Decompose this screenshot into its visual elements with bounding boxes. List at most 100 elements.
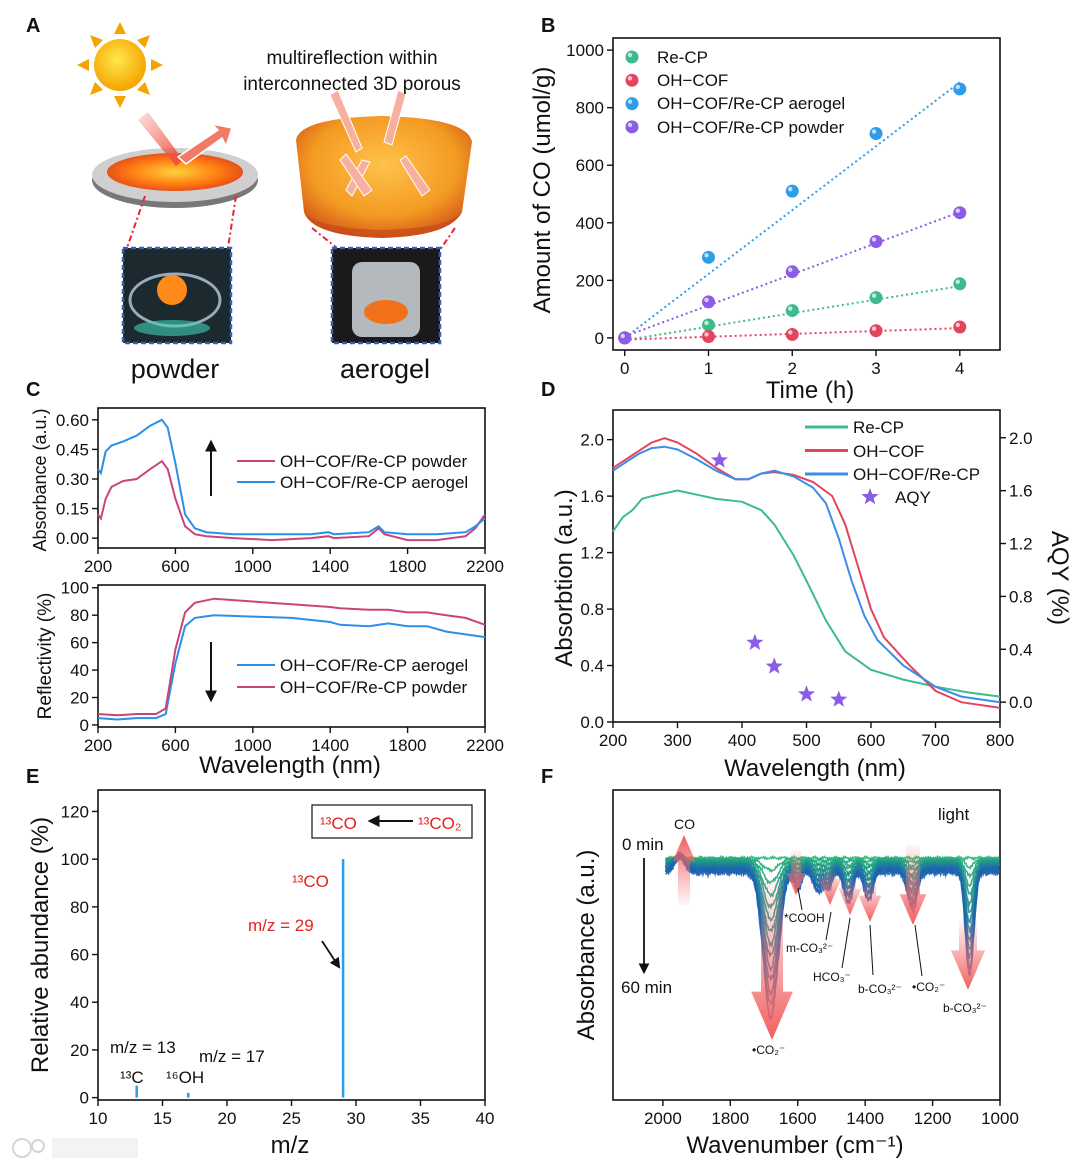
series-line bbox=[612, 445, 1001, 704]
data-point-highlight bbox=[704, 320, 709, 326]
data-point-highlight bbox=[955, 322, 960, 328]
c-bottom-legend-powder: OH−COF/Re-CP powder bbox=[280, 678, 468, 697]
e-peak-29-mz: m/z = 29 bbox=[248, 916, 314, 935]
x-tick-label: 0 bbox=[620, 359, 629, 378]
f-band-b-co3-b: b-CO₃²⁻ bbox=[943, 1001, 987, 1015]
axes-E: 10 15 20 25 30 35 40 0 20 40 60 80 100 120 bbox=[61, 789, 494, 1128]
x-tick-label: 1000 bbox=[981, 1109, 1019, 1128]
x-tick-label: 1000 bbox=[234, 736, 272, 755]
d-legend-oh-cof-re-cp: OH−COF/Re-CP bbox=[853, 465, 980, 484]
watermark-logo bbox=[12, 1138, 138, 1158]
axes-C-bottom: 200 600 1000 1400 1800 2200 0 20 40 60 80 100 bbox=[61, 579, 504, 755]
y-tick-label: 0.0 bbox=[580, 713, 604, 732]
y-tick-label: 0.15 bbox=[56, 500, 89, 519]
x-tick-label: 1600 bbox=[779, 1109, 817, 1128]
x-tick-label: 2000 bbox=[644, 1109, 682, 1128]
y-tick-label: 0 bbox=[595, 329, 604, 348]
data-point bbox=[618, 331, 632, 345]
e-y-axis-label: Relative abundance (%) bbox=[27, 817, 54, 1073]
data-point bbox=[869, 324, 883, 338]
x-tick-label: 600 bbox=[161, 736, 189, 755]
data-point bbox=[953, 82, 967, 96]
data-point bbox=[953, 277, 967, 291]
legend-marker bbox=[625, 73, 639, 87]
data-point bbox=[701, 250, 715, 264]
y-tick-label: 400 bbox=[576, 214, 604, 233]
d-x-axis-label: Wavelength (nm) bbox=[724, 755, 906, 782]
d-legend-re-cp: Re-CP bbox=[853, 418, 904, 437]
legend-star bbox=[861, 488, 879, 505]
e-inset-reactant: ¹³CO₂ bbox=[418, 814, 461, 833]
x-tick-label: 25 bbox=[282, 1109, 301, 1128]
y-tick-label: 2.0 bbox=[580, 431, 604, 450]
series-line bbox=[97, 459, 486, 542]
x-tick-label: 15 bbox=[153, 1109, 172, 1128]
x-tick-label: 20 bbox=[218, 1109, 237, 1128]
band-down-arrow bbox=[786, 850, 806, 895]
f-leader-lines bbox=[797, 887, 923, 977]
data-point-highlight bbox=[871, 237, 877, 242]
e-inset-box bbox=[311, 804, 473, 839]
y2-tick-label: 2.0 bbox=[1009, 429, 1033, 448]
data-point bbox=[869, 127, 883, 141]
x-tick-label: 30 bbox=[347, 1109, 366, 1128]
x-tick-label: 800 bbox=[986, 731, 1014, 750]
x-tick-label: 600 bbox=[857, 731, 885, 750]
y2-tick-label: 1.2 bbox=[1009, 535, 1033, 554]
data-point bbox=[785, 184, 799, 198]
c-top-legend-powder: OH−COF/Re-CP powder bbox=[280, 452, 468, 471]
e-x-axis-label: m/z bbox=[271, 1132, 310, 1159]
data-point-highlight bbox=[871, 293, 877, 298]
plot-frame bbox=[97, 584, 486, 728]
axes-D: 200 300 400 500 600 700 800 0.0 0.4 0.8 1.2 1.6 2.0 0… bbox=[580, 409, 1033, 750]
panel-label-e: E bbox=[26, 766, 39, 788]
data-point-highlight bbox=[788, 267, 793, 272]
data-point-highlight bbox=[704, 253, 709, 258]
aerogel-label: aerogel bbox=[340, 354, 430, 384]
aqy-star bbox=[710, 451, 728, 468]
c-top-legend-aerogel: OH−COF/Re-CP aerogel bbox=[280, 473, 468, 492]
e-peak-29-arrow bbox=[321, 940, 341, 969]
y-tick-label: 0.45 bbox=[56, 440, 89, 459]
e-peak-13-species: ¹³C bbox=[120, 1068, 144, 1087]
x-tick-label: 35 bbox=[411, 1109, 430, 1128]
plot-frame bbox=[612, 37, 1001, 351]
band-down-arrow bbox=[818, 870, 842, 905]
panel-label-b: B bbox=[541, 15, 555, 37]
e-peak-17-species: ¹⁶OH bbox=[166, 1068, 204, 1087]
band-down-arrow bbox=[858, 880, 882, 922]
d-y2-axis-label: AQY (%) bbox=[1046, 531, 1073, 625]
x-tick-label: 200 bbox=[84, 736, 112, 755]
legend-marker-highlight bbox=[627, 76, 633, 81]
data-point-highlight bbox=[704, 332, 709, 337]
legend-marker bbox=[625, 120, 639, 134]
e-inset-product: ¹³CO bbox=[320, 814, 357, 833]
e-peak-17-mz: m/z = 17 bbox=[199, 1047, 265, 1066]
data-point-highlight bbox=[620, 333, 625, 339]
x-tick-label: 1200 bbox=[914, 1109, 952, 1128]
legend-label-powder: OH−COF/Re-CP powder bbox=[657, 118, 845, 137]
data-point-highlight bbox=[955, 84, 960, 90]
band-down-arrow bbox=[838, 880, 862, 915]
f-band-co: CO bbox=[674, 816, 695, 832]
x-tick-label: 200 bbox=[599, 731, 627, 750]
c-x-axis-label: Wavelength (nm) bbox=[199, 752, 381, 779]
x-tick-label: 1800 bbox=[711, 1109, 749, 1128]
data-point bbox=[785, 327, 799, 341]
x-tick-label: 2 bbox=[788, 359, 797, 378]
x-tick-label: 2200 bbox=[466, 557, 504, 576]
data-point bbox=[701, 329, 715, 343]
legend-label-aerogel: OH−COF/Re-CP aerogel bbox=[657, 94, 845, 113]
y-tick-label: 0 bbox=[80, 1089, 89, 1108]
y-tick-label: 0.4 bbox=[580, 657, 604, 676]
y-tick-label: 120 bbox=[61, 802, 89, 821]
d-legend-oh-cof: OH−COF bbox=[853, 442, 924, 461]
y-tick-label: 40 bbox=[70, 993, 89, 1012]
aerogel-photo bbox=[311, 227, 456, 345]
fit-line bbox=[624, 81, 961, 339]
y-tick-label: 1.6 bbox=[580, 487, 604, 506]
axes-B: 0 1 2 3 4 0 200 400 600 800 1000 bbox=[566, 37, 1001, 378]
band-down-arrow bbox=[751, 880, 793, 1040]
y2-tick-label: 0.4 bbox=[1009, 640, 1033, 659]
